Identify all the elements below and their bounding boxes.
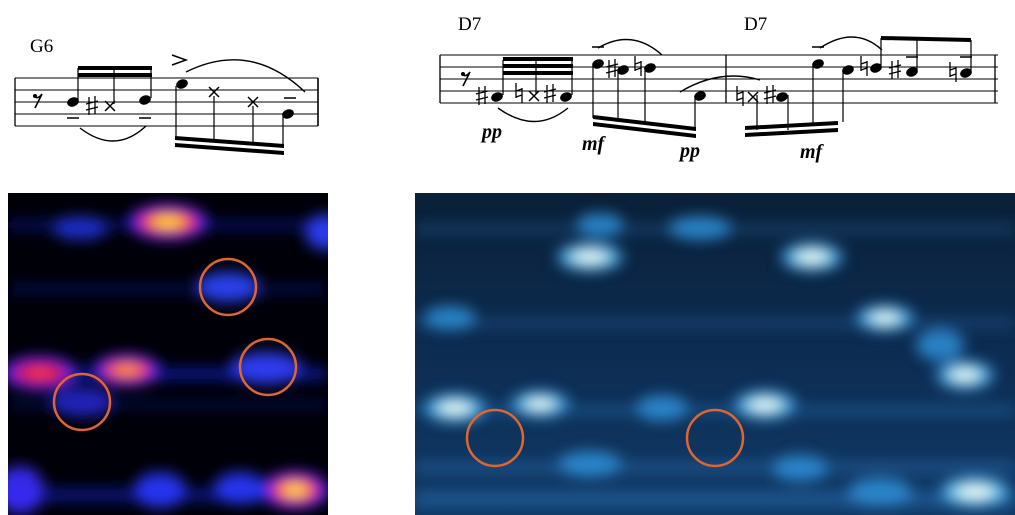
heatmap-blob [152, 216, 185, 228]
sharp [889, 71, 901, 74]
slur [680, 76, 760, 92]
heatmap-blob [528, 400, 552, 408]
beam [78, 66, 152, 70]
heatmap-blob [134, 472, 186, 508]
heatmap-blob [558, 451, 622, 477]
heatmap-band [8, 285, 328, 293]
beam [745, 121, 838, 130]
heatmap-blob [196, 272, 260, 302]
natural [950, 68, 956, 70]
heatmap-blob [668, 216, 732, 240]
slur [80, 126, 146, 141]
heatmap-blob [52, 216, 108, 240]
notehead [559, 91, 573, 104]
heatmap-blob [752, 401, 778, 410]
heatmap-blob [848, 478, 912, 506]
rest [461, 72, 465, 76]
dynamic-marking: mf [800, 141, 825, 163]
natural [861, 62, 867, 64]
natural [861, 68, 867, 70]
sharp [606, 70, 618, 73]
notehead [775, 91, 789, 104]
rest [33, 94, 37, 98]
sharp [86, 107, 98, 110]
heatmap-blob [953, 371, 977, 380]
heatmap-band [415, 318, 1015, 328]
beam [503, 71, 573, 75]
natural [516, 95, 522, 97]
heatmap-blob [873, 314, 897, 322]
notehead [138, 94, 152, 107]
beam [503, 64, 573, 68]
dynamic-marking: pp [480, 121, 502, 143]
heatmap-blob [772, 455, 828, 481]
slur [820, 37, 882, 50]
heatmap-blob [305, 214, 345, 250]
sharp [476, 97, 488, 100]
slur [598, 39, 662, 55]
heatmap-blob [214, 472, 266, 504]
beam [503, 57, 573, 61]
heatmap-blob [442, 404, 468, 413]
heatmap-blob [114, 365, 140, 375]
dynamic-marking: mf [582, 133, 607, 155]
chord-label: D7 [458, 14, 481, 35]
heatmap-blob [25, 368, 56, 379]
heatmap-blob [636, 395, 688, 421]
sharp [764, 96, 776, 99]
heatmap-blob [282, 484, 308, 497]
heatmap-blob [50, 387, 114, 417]
page: G6 D7 D7 pp mf pp mf (() => { const data… [0, 0, 1015, 515]
notehead [175, 78, 189, 91]
notehead [490, 91, 504, 104]
beam [745, 128, 838, 137]
beam [78, 73, 152, 77]
natural [635, 62, 641, 64]
beam [881, 36, 971, 42]
dynamic-marking: pp [678, 140, 700, 162]
heatmap-blob [576, 253, 605, 262]
figure: G6 D7 D7 pp mf pp mf [0, 0, 1015, 515]
slur [186, 60, 305, 92]
heatmap-blob [424, 306, 476, 330]
heatmap-blob [916, 329, 964, 361]
heatmap-blob [959, 487, 990, 497]
heatmap-blob [576, 213, 624, 237]
slur [498, 108, 568, 122]
natural [635, 68, 641, 70]
heatmap-band [415, 492, 1015, 506]
natural [737, 92, 743, 94]
natural [737, 98, 743, 100]
chord-label: G6 [30, 36, 53, 57]
heatmap-blob [799, 253, 825, 262]
sharp [544, 95, 556, 98]
graphics [0, 36, 1015, 515]
accent [172, 55, 186, 65]
natural [950, 74, 956, 76]
chord-label: D7 [744, 14, 767, 35]
